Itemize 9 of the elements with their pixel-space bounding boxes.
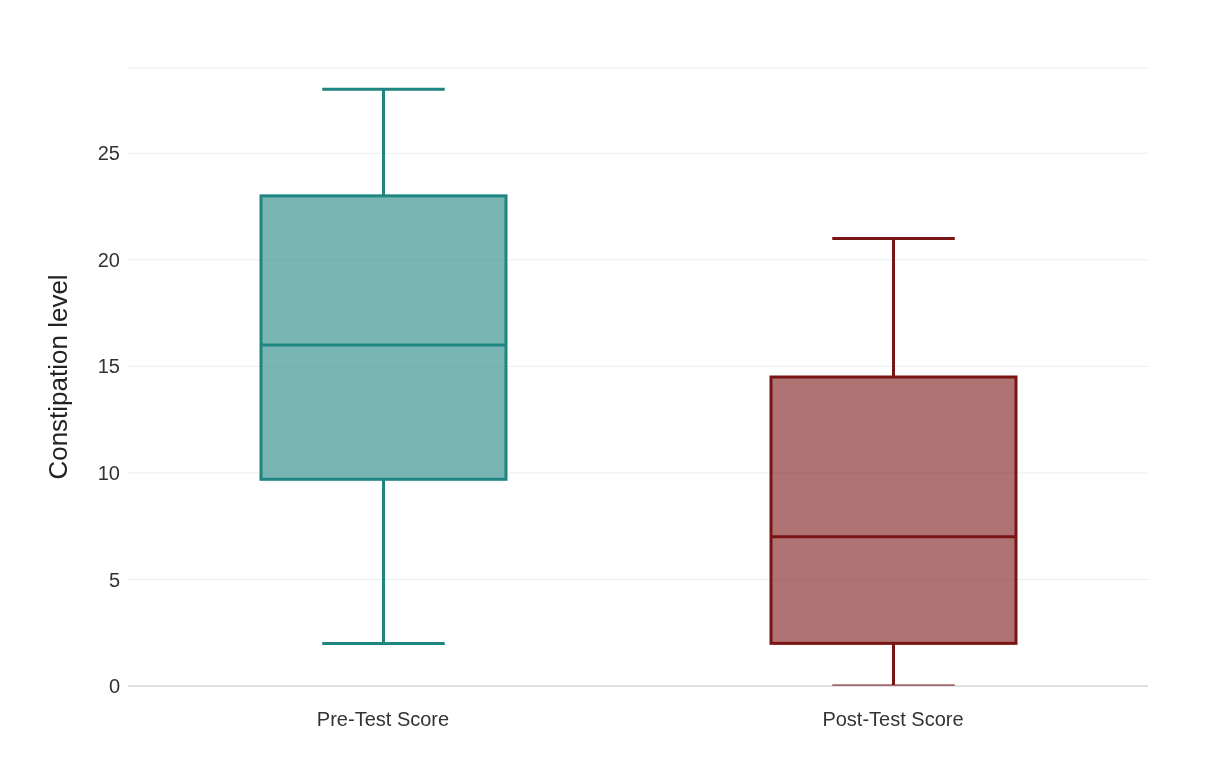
y-tick-label: 15 xyxy=(97,355,120,378)
y-axis-title: Constipation level xyxy=(43,274,74,480)
y-tick-label: 5 xyxy=(108,568,120,591)
x-tick-label: Post-Test Score xyxy=(822,708,964,731)
y-tick-label: 10 xyxy=(97,462,120,484)
y-tick-label: 0 xyxy=(108,675,120,698)
x-tick-label: Pre-Test Score xyxy=(316,708,450,731)
y-tick-label: 25 xyxy=(97,142,120,165)
y-tick-label: 20 xyxy=(97,248,120,271)
